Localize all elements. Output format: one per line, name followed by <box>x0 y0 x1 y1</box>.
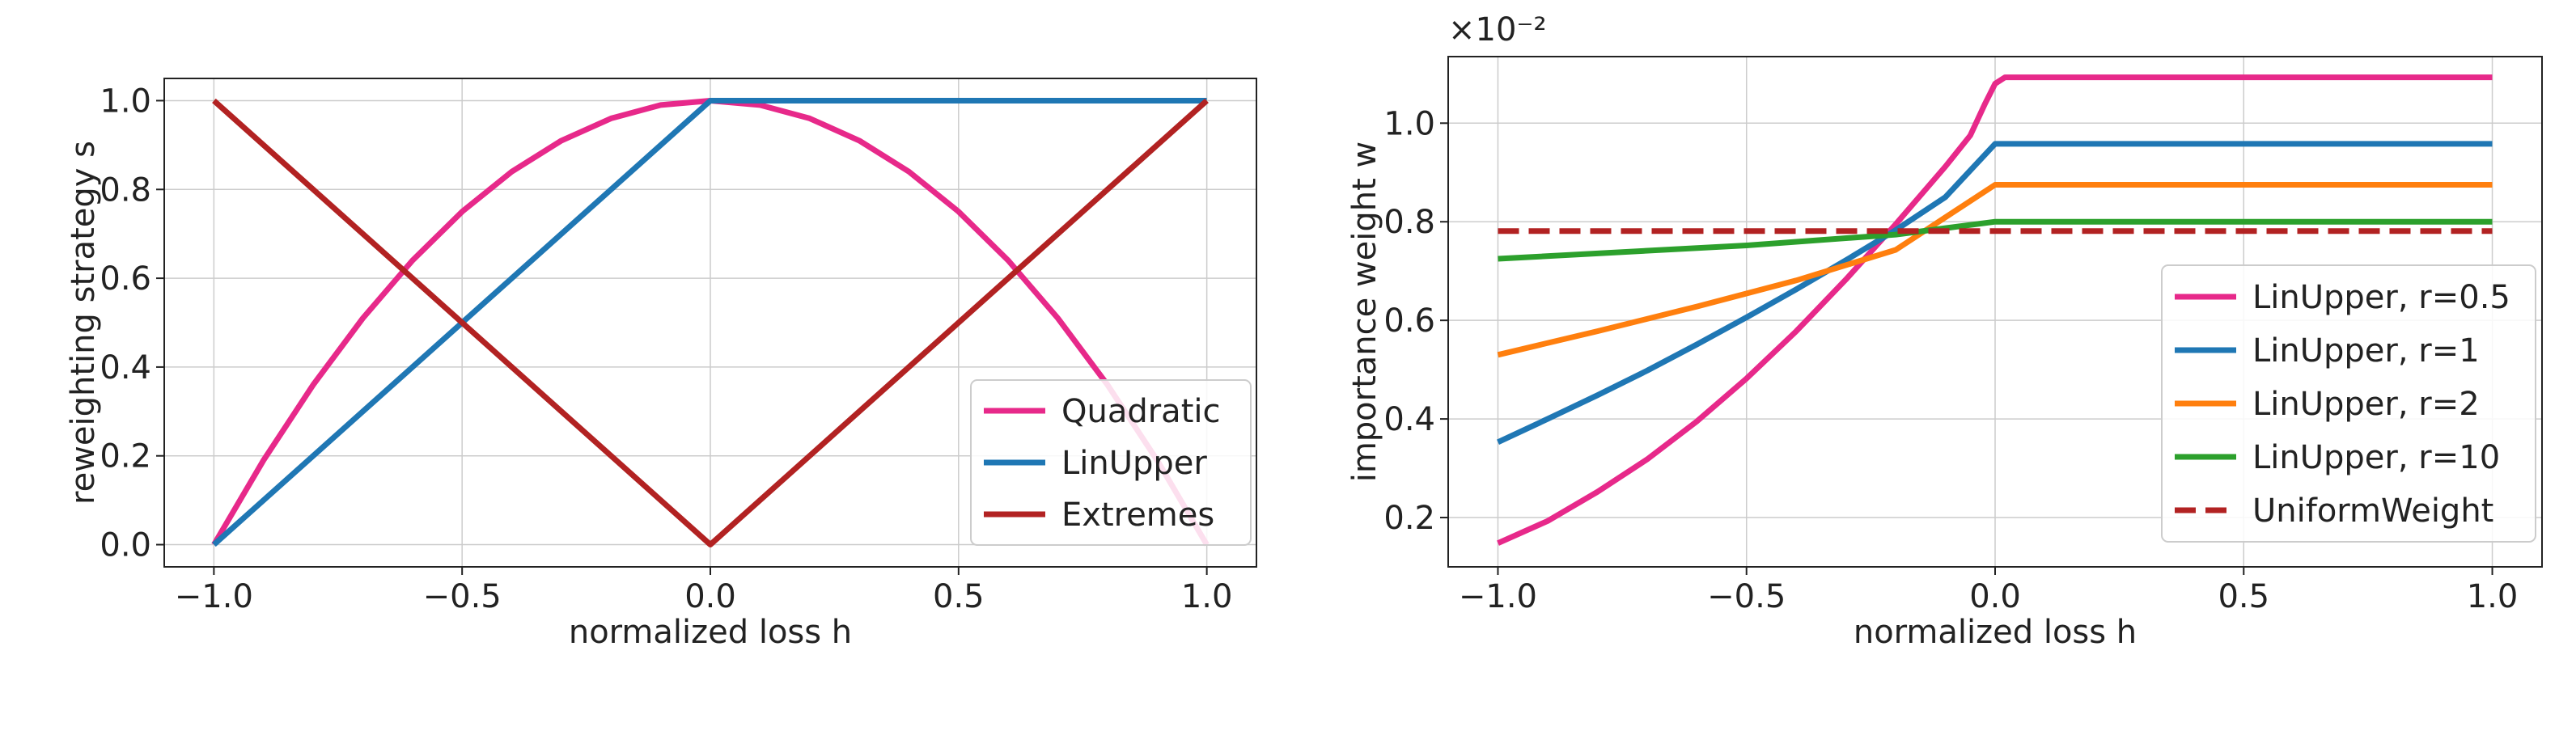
x-axis-label: normalized loss h <box>569 614 852 651</box>
legend-label: LinUpper <box>1061 445 1207 482</box>
legend-label: LinUpper, r=1 <box>2252 332 2480 370</box>
y-tick-label: 1.0 <box>100 82 151 120</box>
y-tick-label: 0.8 <box>1383 204 1435 241</box>
series-line-3 <box>212 98 1209 547</box>
y-axis-label: importance weight w <box>1346 142 1383 483</box>
x-tick-label: −0.5 <box>423 578 502 615</box>
legend-label: Extremes <box>1061 496 1214 534</box>
y-tick-label: 0.0 <box>100 527 151 564</box>
x-tick-label: 1.0 <box>2467 578 2519 615</box>
series-line-3 <box>1497 182 2493 358</box>
y-tick-label: 0.6 <box>100 260 151 298</box>
legend-label: LinUpper, r=0.5 <box>2252 279 2510 316</box>
legend-box <box>2161 264 2536 543</box>
x-axis-label: normalized loss h <box>1854 614 2137 651</box>
y-tick-label: 0.8 <box>100 171 151 209</box>
series-line-2 <box>1497 141 2493 445</box>
x-tick-label: 0.0 <box>1969 578 2021 615</box>
legend-box <box>970 379 1252 546</box>
series-line-4 <box>1498 218 2493 262</box>
legend-label: Quadratic <box>1061 393 1220 430</box>
y-axis-label: reweighting strategy s <box>65 141 102 505</box>
series-line-2 <box>212 98 1207 547</box>
x-tick-label: 1.0 <box>1181 578 1233 615</box>
left-chart: −1.0 −0.5 0.0 0.5 1.0 0.0 0.2 0.4 0.6 0.8 1.0 norma… <box>65 78 1257 651</box>
x-tick-label: −1.0 <box>1459 578 1537 615</box>
legend-label: LinUpper, r=2 <box>2252 386 2480 423</box>
x-tick-label: −0.5 <box>1707 578 1786 615</box>
series-line-1 <box>1497 74 2493 546</box>
x-tick-label: 0.5 <box>2218 578 2269 615</box>
y-tick-label: 0.2 <box>100 438 151 475</box>
legend-label: LinUpper, r=10 <box>2252 439 2500 476</box>
y-tick-label: 0.4 <box>1383 401 1435 438</box>
x-tick-label: −1.0 <box>175 578 253 615</box>
y-tick-label: 0.4 <box>100 349 151 387</box>
x-tick-label: 0.5 <box>933 578 985 615</box>
y-tick-label: 0.2 <box>1383 500 1435 537</box>
y-offset-label: ×10⁻² <box>1448 11 1547 49</box>
right-chart: −1.0 −0.5 0.0 0.5 1.0 0.2 0.4 0.6 0.8 1.0 normaliz… <box>1346 11 2543 651</box>
x-tick-label: 0.0 <box>684 578 736 615</box>
y-tick-label: 0.6 <box>1383 302 1435 340</box>
legend-label: UniformWeight <box>2252 492 2493 530</box>
y-tick-label: 1.0 <box>1383 105 1435 142</box>
